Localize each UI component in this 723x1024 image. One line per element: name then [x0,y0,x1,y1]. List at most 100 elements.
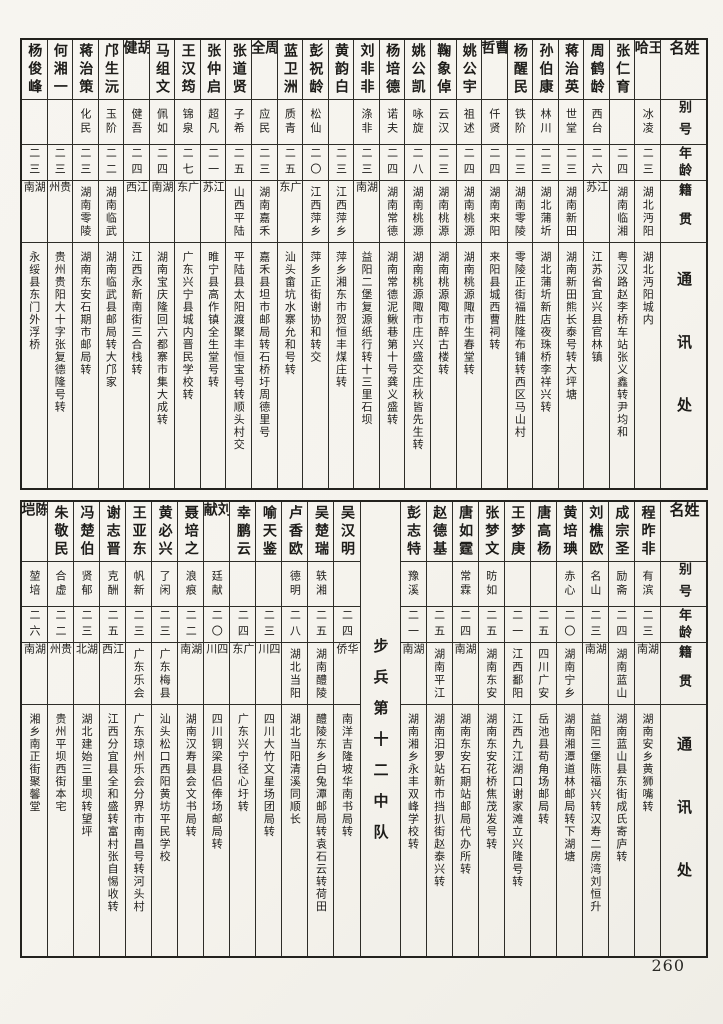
person-age: 二一 [504,607,530,643]
person-address: 益阳三堡陈福兴转汉寿二房湾刘恒升 [588,713,602,913]
person-origin: 四川 [256,643,282,705]
header-address: 通讯处 [675,271,693,460]
person-address: 湖南东安石期站邮局代办所转 [458,713,472,876]
person-alias: 超凡 [200,100,226,145]
person-origin: 江西鄱阳 [504,643,530,705]
person-column: 杨醒民 铁阶 二三 湖南零陵 零陵正街福胜隆布铺转西区马山村 [506,40,533,488]
person-name: 鞠象倬 [430,40,456,100]
person-origin: 湖南来阳 [482,181,507,243]
person-age: 二五 [308,607,334,643]
person-origin: 广东乐会 [126,643,152,705]
person-column: 蒋治英 世堂 二三 湖南新田 湖南新田熊长泰号转大坪塘 [557,40,584,488]
person-alias [256,562,282,607]
person-alias: 昉如 [478,562,504,607]
person-age: 二三 [507,145,533,181]
person-name: 彭祝龄 [303,40,328,100]
person-alias: 帆新 [126,562,152,607]
person-age: 二三 [74,607,100,643]
person-address: 萍乡湘东市贺恒丰煤庄转 [334,251,348,389]
header-name: 姓名 [661,502,706,562]
person-origin: 湖南 [400,643,426,705]
person-age: 二五 [226,145,251,181]
person-alias: 玉阶 [98,100,124,145]
person-column: 蒋治策 化民 二三 湖南零陵 湖南东安石期市邮局转 [72,40,98,488]
person-origin: 湖南临武 [98,181,124,243]
page-number: 260 [651,956,685,975]
person-alias: 轶湘 [308,562,334,607]
person-alias: 松仙 [303,100,328,145]
person-name: 王汉筠 [175,40,200,100]
person-address: 湖南湘潭道林邮局转下湖塘 [562,713,576,863]
person-address: 湖北蒲圻新店夜珠桥李祥兴转 [538,251,552,414]
person-column: 卢香欧 德明 二八 湖北当阳 湖北当阳清溪同顺长 [281,502,308,956]
person-address: 岳池县苟角场邮局转 [536,713,550,826]
person-origin: 山西平陆 [226,181,251,243]
person-age: 二八 [405,145,430,181]
person-name: 聂培之 [178,502,204,562]
person-address: 湖南蓝山县东街成氏寄庐转 [614,713,628,863]
person-column: 王汉筠 锦泉 二七 广东 广东兴宁县城内晋民学校转 [174,40,200,488]
person-age: 二七 [175,145,200,181]
person-address: 湖北沔阳城内 [641,251,655,326]
person-name: 刘非非 [354,40,379,100]
person-alias: 锦泉 [175,100,200,145]
person-address: 湖北当阳清溪同顺长 [288,713,302,826]
person-name: 王哈 [635,40,660,100]
person-origin: 江苏 [584,181,609,243]
person-age: 二三 [21,145,47,181]
person-address: 汕头畲坑水寨允和号转 [283,251,297,376]
person-age: 二三 [256,607,282,643]
person-alias: 常霖 [452,562,478,607]
person-alias: 了闲 [152,562,178,607]
person-name: 刘献 [204,502,230,562]
person-address: 南洋吉隆坡华南书局转 [340,713,354,838]
person-age: 二二 [47,607,74,643]
person-age: 二五 [530,607,556,643]
person-alias: 贤郁 [74,562,100,607]
person-origin: 贵州 [47,643,74,705]
person-origin: 湖南桃源 [456,181,482,243]
person-alias: 子希 [226,100,251,145]
person-alias: 冰凌 [635,100,660,145]
person-origin: 湖南 [149,181,175,243]
person-column: 刘献 廷献 二〇 四川 四川铜梁县侣俸场邮局转 [203,502,230,956]
person-column: 成宗圣 励斋 二四 湖南蓝山 湖南蓝山县东街成氏寄庐转 [607,502,634,956]
person-age: 二六 [584,145,609,181]
header-origin: 籍贯 [661,181,706,243]
person-address: 江西永新南街三合栈转 [129,251,143,376]
person-origin: 湖南零陵 [507,181,533,243]
person-name: 胡健 [124,40,149,100]
person-address: 零陵正街福胜隆布铺转西区马山村 [513,251,527,439]
person-origin: 湖北 [74,643,100,705]
person-alias: 云汉 [430,100,456,145]
person-alias [230,562,256,607]
person-name: 彭志特 [400,502,426,562]
person-address: 平陆县太阳渡聚丰恒宝号转顺头村交 [232,251,246,451]
person-alias: 励斋 [608,562,634,607]
person-age: 二〇 [556,607,582,643]
person-name: 蒋治英 [558,40,584,100]
person-origin: 四川广安 [530,643,556,705]
person-address: 湖南东安石期市邮局转 [78,251,92,376]
person-name: 黄韵白 [328,40,354,100]
person-address: 嘉禾县坦市邮局转石桥圩周德里号 [257,251,271,439]
person-column: 刘樵欧 名山 二三 湖南 益阳三堡陈福兴转汉寿二房湾刘恒升 [581,502,608,956]
person-address: 粤汉路赵李桥车站张义鑫转尹均和 [615,251,629,439]
person-column: 程昨非 有滨 二三 湖南 湖南安乡黄狮嘴转 [633,502,660,956]
person-name: 黄必兴 [152,502,178,562]
person-origin: 湖南桃源 [405,181,430,243]
person-column: 冯楚伯 贤郁 二三 湖北 湖北建始三里坝转望坪 [73,502,100,956]
person-name: 唐高杨 [530,502,556,562]
person-name: 谢志晋 [100,502,126,562]
person-column: 谢志晋 克酬 二五 江西 江西分宜县全和盛转富村张自惕收转 [99,502,126,956]
person-column: 聂培之 浪痕 二二 湖南 湖南汉寿县会文书局转 [177,502,204,956]
person-origin: 湖南 [634,643,660,705]
person-address: 四川大竹文星场团局转 [262,713,276,838]
person-alias [609,100,635,145]
person-column: 孙伯康 林川 二三 湖北蒲圻 湖北蒲圻新店夜珠桥李祥兴转 [532,40,558,488]
person-alias: 赤心 [556,562,582,607]
person-column: 喻天鉴 二三 四川 四川大竹文星场团局转 [255,502,282,956]
person-address: 湖南宝庆隆回六都寨市集大成转 [155,251,169,426]
header-name: 姓名 [661,40,706,100]
